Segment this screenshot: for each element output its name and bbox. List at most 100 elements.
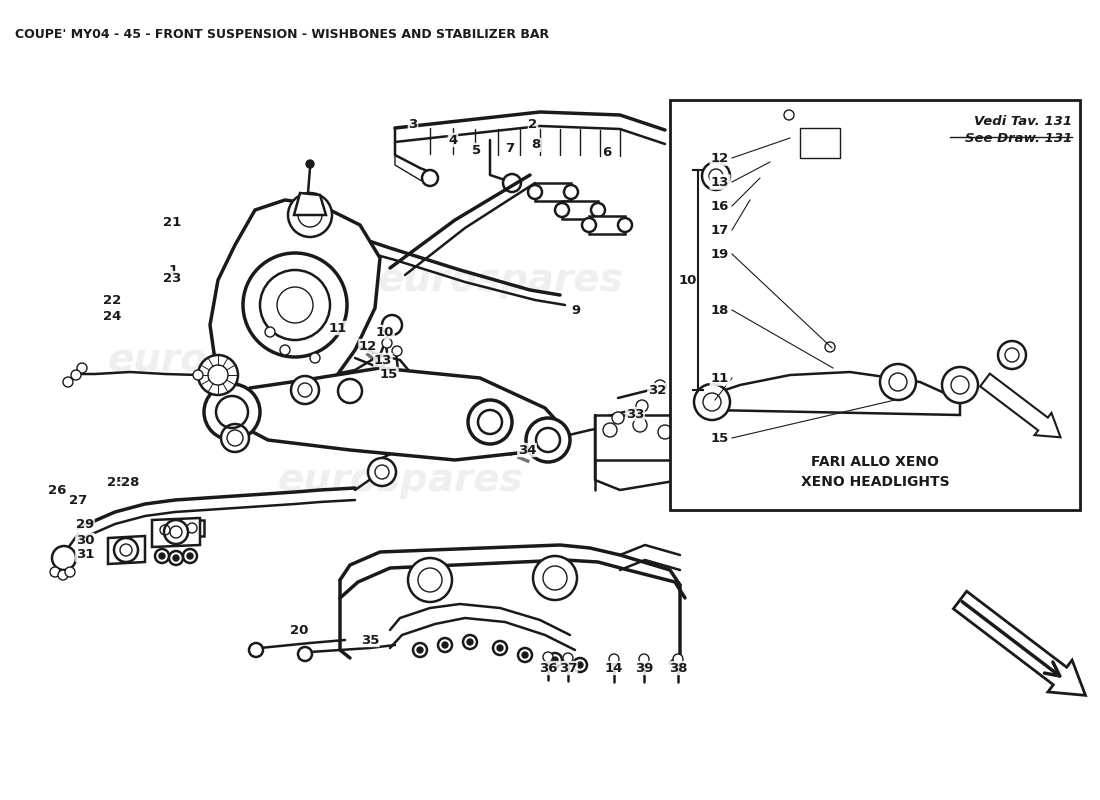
Text: eurospares: eurospares bbox=[107, 341, 353, 379]
Text: 11: 11 bbox=[329, 322, 348, 334]
Text: 38: 38 bbox=[669, 662, 688, 674]
Circle shape bbox=[548, 653, 562, 667]
Text: 24: 24 bbox=[102, 310, 121, 322]
Circle shape bbox=[591, 203, 605, 217]
Polygon shape bbox=[180, 520, 204, 536]
Text: 28: 28 bbox=[121, 475, 140, 489]
Circle shape bbox=[534, 556, 578, 600]
Circle shape bbox=[192, 370, 204, 380]
Circle shape bbox=[658, 425, 672, 439]
Polygon shape bbox=[210, 200, 380, 398]
Text: eurospares: eurospares bbox=[377, 261, 623, 299]
Text: 34: 34 bbox=[518, 443, 537, 457]
Circle shape bbox=[612, 412, 624, 424]
FancyArrow shape bbox=[980, 374, 1060, 438]
Circle shape bbox=[280, 345, 290, 355]
Circle shape bbox=[438, 638, 452, 652]
Text: 3: 3 bbox=[408, 118, 418, 131]
Circle shape bbox=[422, 170, 438, 186]
Circle shape bbox=[417, 647, 424, 653]
Circle shape bbox=[58, 570, 68, 580]
Circle shape bbox=[376, 356, 386, 366]
Text: 32: 32 bbox=[648, 383, 667, 397]
Circle shape bbox=[169, 551, 183, 565]
Circle shape bbox=[497, 645, 503, 651]
Circle shape bbox=[243, 253, 346, 357]
Circle shape bbox=[173, 555, 179, 561]
Circle shape bbox=[249, 643, 263, 657]
Circle shape bbox=[63, 377, 73, 387]
Text: 13: 13 bbox=[374, 354, 393, 366]
Polygon shape bbox=[535, 183, 571, 201]
Circle shape bbox=[468, 639, 473, 645]
Circle shape bbox=[382, 315, 402, 335]
Circle shape bbox=[368, 458, 396, 486]
Circle shape bbox=[392, 346, 402, 356]
Text: 27: 27 bbox=[69, 494, 87, 506]
Text: COUPE' MY04 - 45 - FRONT SUSPENSION - WISHBONES AND STABILIZER BAR: COUPE' MY04 - 45 - FRONT SUSPENSION - WI… bbox=[15, 28, 549, 41]
Text: Vedi Tav. 131: Vedi Tav. 131 bbox=[974, 115, 1072, 128]
Circle shape bbox=[288, 193, 332, 237]
Text: 11: 11 bbox=[711, 371, 729, 385]
Circle shape bbox=[493, 641, 507, 655]
Circle shape bbox=[609, 654, 619, 664]
Text: 39: 39 bbox=[635, 662, 653, 674]
Circle shape bbox=[221, 424, 249, 452]
Polygon shape bbox=[294, 193, 326, 215]
Polygon shape bbox=[588, 216, 625, 234]
Polygon shape bbox=[108, 536, 145, 564]
Circle shape bbox=[164, 520, 188, 544]
Text: 19: 19 bbox=[711, 247, 729, 261]
Circle shape bbox=[543, 652, 553, 662]
Text: 13: 13 bbox=[711, 175, 729, 189]
Circle shape bbox=[526, 418, 570, 462]
Circle shape bbox=[65, 567, 75, 577]
Bar bbox=[670, 100, 1080, 510]
Text: 5: 5 bbox=[472, 143, 482, 157]
Circle shape bbox=[155, 549, 169, 563]
Text: 12: 12 bbox=[711, 151, 729, 165]
Circle shape bbox=[468, 400, 512, 444]
Text: 22: 22 bbox=[103, 294, 121, 306]
Circle shape bbox=[408, 558, 452, 602]
Text: 8: 8 bbox=[531, 138, 540, 151]
Circle shape bbox=[654, 380, 666, 392]
Circle shape bbox=[77, 363, 87, 373]
Circle shape bbox=[298, 647, 312, 661]
Circle shape bbox=[552, 657, 558, 663]
Text: 26: 26 bbox=[47, 483, 66, 497]
Circle shape bbox=[636, 400, 648, 412]
Text: 21: 21 bbox=[163, 215, 182, 229]
Circle shape bbox=[52, 546, 76, 570]
Circle shape bbox=[114, 538, 138, 562]
Circle shape bbox=[463, 635, 477, 649]
Text: 17: 17 bbox=[711, 223, 729, 237]
Circle shape bbox=[578, 662, 583, 668]
Circle shape bbox=[556, 203, 569, 217]
Circle shape bbox=[198, 355, 238, 395]
Polygon shape bbox=[153, 522, 177, 538]
Text: 31: 31 bbox=[76, 549, 95, 562]
Circle shape bbox=[160, 553, 165, 559]
Circle shape bbox=[265, 327, 275, 337]
Text: 10: 10 bbox=[376, 326, 394, 338]
Circle shape bbox=[998, 341, 1026, 369]
Text: 36: 36 bbox=[539, 662, 558, 674]
Text: 10: 10 bbox=[679, 274, 697, 286]
Text: eurospares: eurospares bbox=[277, 461, 522, 499]
Circle shape bbox=[503, 174, 521, 192]
Text: 33: 33 bbox=[626, 407, 645, 421]
Text: 29: 29 bbox=[76, 518, 95, 530]
Circle shape bbox=[632, 418, 647, 432]
Text: 12: 12 bbox=[359, 339, 377, 353]
Circle shape bbox=[528, 185, 542, 199]
Text: 15: 15 bbox=[379, 367, 398, 381]
Text: See Draw. 131: See Draw. 131 bbox=[965, 132, 1072, 145]
Text: 15: 15 bbox=[711, 431, 729, 445]
Text: XENO HEADLIGHTS: XENO HEADLIGHTS bbox=[801, 475, 949, 489]
Text: 4: 4 bbox=[449, 134, 458, 146]
Text: 25: 25 bbox=[107, 475, 125, 489]
Circle shape bbox=[306, 160, 313, 168]
Circle shape bbox=[338, 379, 362, 403]
Circle shape bbox=[187, 553, 192, 559]
